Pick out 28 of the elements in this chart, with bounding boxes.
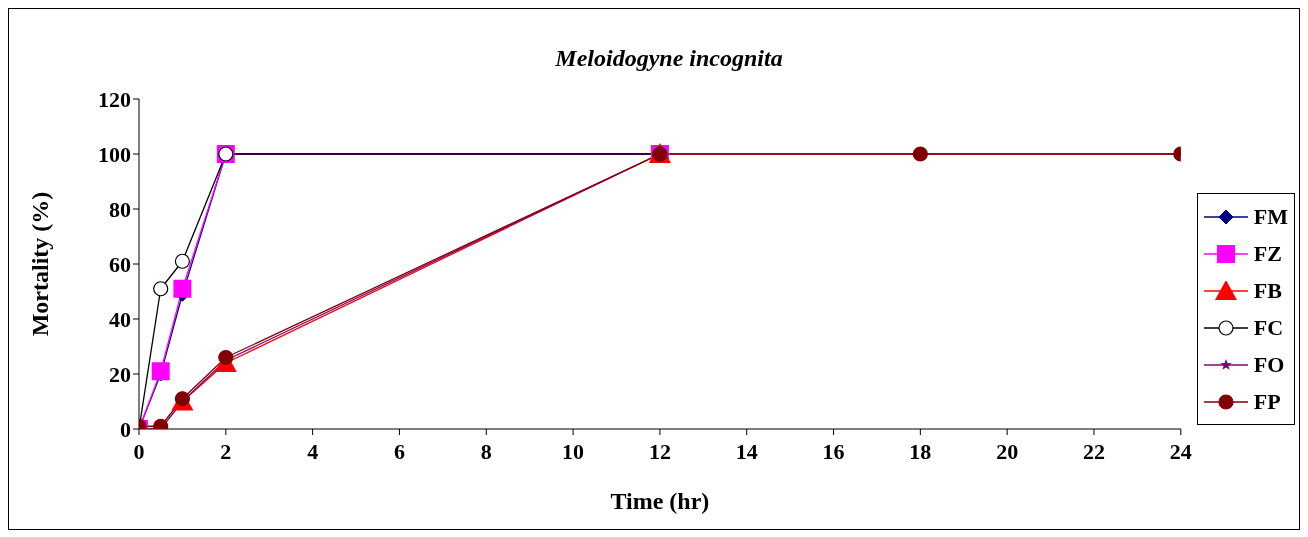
x-tick-label: 4 (307, 438, 319, 464)
x-tick-label: 14 (735, 438, 758, 464)
x-tick-label: 16 (822, 438, 845, 464)
legend-label: FO (1253, 351, 1285, 378)
x-tick-label: 18 (909, 438, 932, 464)
legend-label: FZ (1253, 240, 1282, 267)
y-tick-label: 120 (98, 86, 131, 112)
chart-title: Meloidogyne incognita (554, 45, 784, 72)
legend-label: FB (1253, 277, 1282, 304)
y-tick-label: 20 (109, 361, 131, 387)
x-axis-title: Time (hr) (610, 488, 710, 514)
y-tick-label: 80 (109, 196, 131, 222)
legend-label: FC (1253, 314, 1284, 341)
x-tick-label: 10 (562, 438, 585, 464)
y-axis-title: Mortality (%) (26, 191, 53, 337)
x-tick-label: 24 (1169, 438, 1192, 464)
legend-label: FM (1253, 203, 1288, 230)
y-tick-label: 0 (120, 416, 131, 442)
x-tick-label: 20 (996, 438, 1019, 464)
x-tick-label: 2 (220, 438, 232, 464)
x-tick-label: 6 (393, 438, 405, 464)
y-tick-label: 40 (109, 306, 131, 332)
x-tick-label: 22 (1082, 438, 1105, 464)
y-tick-label: 60 (109, 251, 131, 277)
x-tick-label: 12 (648, 438, 671, 464)
legend-label: FP (1253, 388, 1281, 415)
x-tick-label: 8 (480, 438, 492, 464)
y-tick-label: 100 (98, 141, 131, 167)
